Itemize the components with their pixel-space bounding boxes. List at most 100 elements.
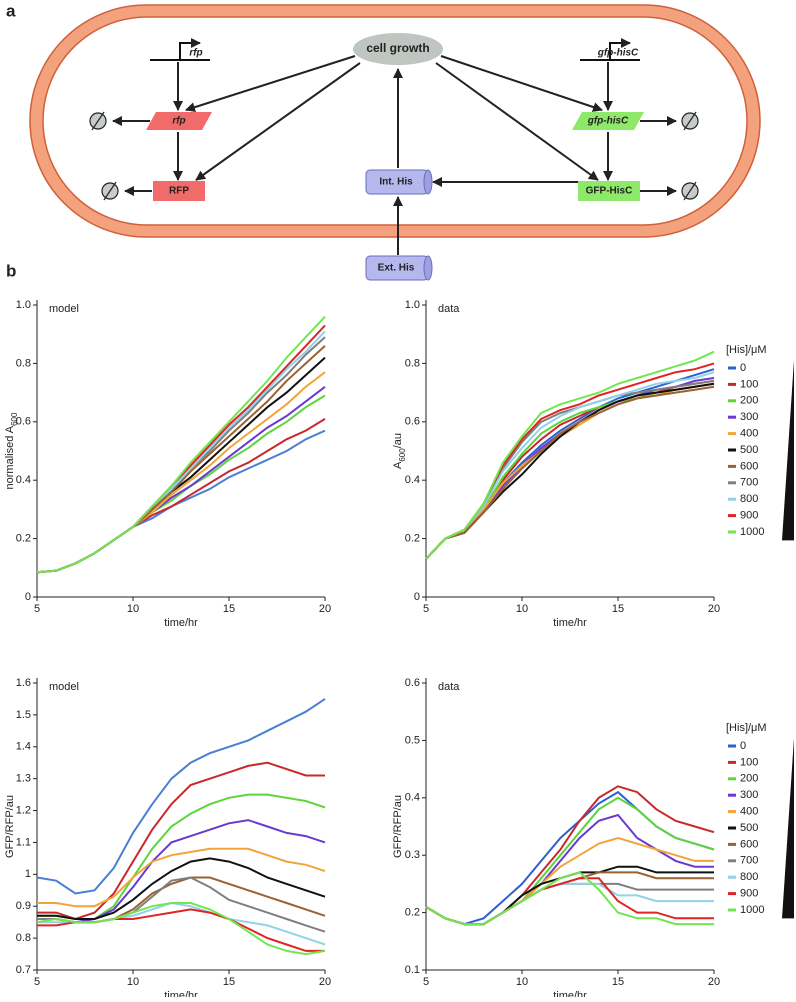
- y-tick-label: 0.2: [405, 533, 420, 545]
- legend-label: 800: [740, 493, 758, 505]
- legend-label: 100: [740, 756, 758, 768]
- legend-wedge: [782, 738, 794, 919]
- y-tick-label: 0.8: [16, 932, 31, 944]
- legend-label: 0: [740, 362, 746, 374]
- series-line: [37, 857, 326, 920]
- y-tick-label: 0.3: [405, 849, 420, 861]
- series-line: [37, 847, 326, 908]
- legend-label: 500: [740, 822, 758, 834]
- promoter-label: gfp-hisC: [597, 48, 639, 59]
- protein-node: [578, 181, 640, 201]
- y-tick-label: 0.7: [16, 964, 31, 976]
- legend-label: 600: [740, 838, 758, 850]
- y-tick-label: 0.5: [405, 734, 420, 746]
- metabolite-node: [423, 255, 433, 281]
- node-label: gfp-hisC: [587, 116, 629, 127]
- x-axis-label: time/hr: [553, 990, 587, 997]
- y-tick-label: 1: [25, 868, 31, 880]
- series-line: [425, 377, 715, 560]
- y-tick-label: 1.0: [16, 299, 31, 311]
- y-axis-label-part: normalised A: [4, 425, 16, 489]
- chart-title: data: [438, 303, 460, 315]
- x-tick-label: 5: [423, 976, 429, 988]
- y-axis-label-part: /au: [392, 433, 404, 448]
- series-line: [36, 356, 326, 574]
- x-tick-label: 15: [612, 603, 624, 615]
- mrna-node: [572, 112, 644, 130]
- x-tick-label: 15: [223, 603, 235, 615]
- x-tick-label: 20: [319, 976, 331, 988]
- series-line: [425, 871, 714, 926]
- promoter-label: rfp: [189, 48, 202, 59]
- x-tick-label: 5: [34, 603, 40, 615]
- series-line: [37, 876, 326, 924]
- legend-wedge: [782, 360, 794, 541]
- legend-label: 1000: [740, 904, 764, 916]
- promoter: [150, 43, 640, 61]
- x-tick-label: 10: [127, 603, 139, 615]
- series-line: [36, 418, 326, 574]
- series-line: [36, 371, 326, 574]
- legend-label: 300: [740, 789, 758, 801]
- series-line: [36, 698, 326, 895]
- y-tick-label: 1.5: [16, 709, 31, 721]
- x-tick-label: 10: [516, 976, 528, 988]
- x-tick-label: 15: [612, 976, 624, 988]
- x-tick-label: 5: [423, 603, 429, 615]
- panel-label: a: [6, 1, 16, 20]
- arrows: [112, 55, 677, 255]
- chart-title: model: [49, 681, 79, 693]
- node-label: rfp: [172, 116, 185, 127]
- y-axis-label: GFP/RFP/au: [392, 795, 404, 858]
- panel-label: b: [6, 261, 16, 280]
- x-tick-label: 20: [319, 603, 331, 615]
- y-tick-label: 0.2: [405, 907, 420, 919]
- series-line: [37, 761, 325, 921]
- chart-title: data: [438, 681, 460, 693]
- y-tick-label: 0.6: [405, 416, 420, 428]
- node-label: cell growth: [366, 41, 429, 55]
- legend-label: 700: [740, 855, 758, 867]
- legend-label: 400: [740, 806, 758, 818]
- series-line: [36, 902, 326, 956]
- legend-label: 900: [740, 888, 758, 900]
- x-axis-label: time/hr: [164, 617, 198, 629]
- x-tick-label: 20: [708, 976, 720, 988]
- series-line: [425, 371, 715, 560]
- cell-interior: [42, 16, 748, 226]
- x-tick-label: 10: [516, 603, 528, 615]
- metabolite-node: [423, 169, 433, 195]
- series-line: [37, 793, 326, 920]
- y-tick-label: 0: [25, 591, 31, 603]
- series-line: [36, 316, 326, 574]
- y-tick-label: 0.4: [16, 474, 31, 486]
- chart: 0 0.2 0.4 0.6 0.8 1.0 5 10 15 20 time/hr model norma…: [4, 299, 331, 629]
- y-tick-label: 1.6: [16, 677, 31, 689]
- series-line: [37, 901, 326, 946]
- y-tick-label: 0.6: [16, 416, 31, 428]
- series-line: [425, 785, 715, 926]
- node-label: RFP: [169, 186, 189, 197]
- series-line: [36, 330, 326, 574]
- legend-label: 900: [740, 510, 758, 522]
- y-tick-label: 0.4: [405, 474, 420, 486]
- chart: 00.20.40.60.81.05 10 15 20time/hrdataA600/a…: [392, 299, 794, 629]
- y-tick-label: 0.1: [405, 964, 420, 976]
- x-axis-label: time/hr: [164, 990, 198, 997]
- x-tick-label: 15: [223, 976, 235, 988]
- chart: 0.1 0.2 0.3 0.4 0.5 0.6 5 10 15 20 time/hr data GFP/…: [392, 677, 794, 1002]
- node-label: Int. His: [379, 177, 413, 188]
- node-label: GFP-HisC: [586, 186, 633, 197]
- legend-title: [His]/μM: [726, 722, 767, 734]
- series-line: [425, 882, 714, 926]
- legend-label: 0: [740, 740, 746, 752]
- series-line: [37, 819, 326, 924]
- x-tick-label: 5: [34, 976, 40, 988]
- legend-label: 700: [740, 477, 758, 489]
- series-line: [425, 368, 715, 560]
- x-tick-label: 10: [127, 976, 139, 988]
- degradation: [89, 111, 699, 201]
- legend-label: 200: [740, 773, 758, 785]
- y-axis-label-part: A: [392, 461, 404, 469]
